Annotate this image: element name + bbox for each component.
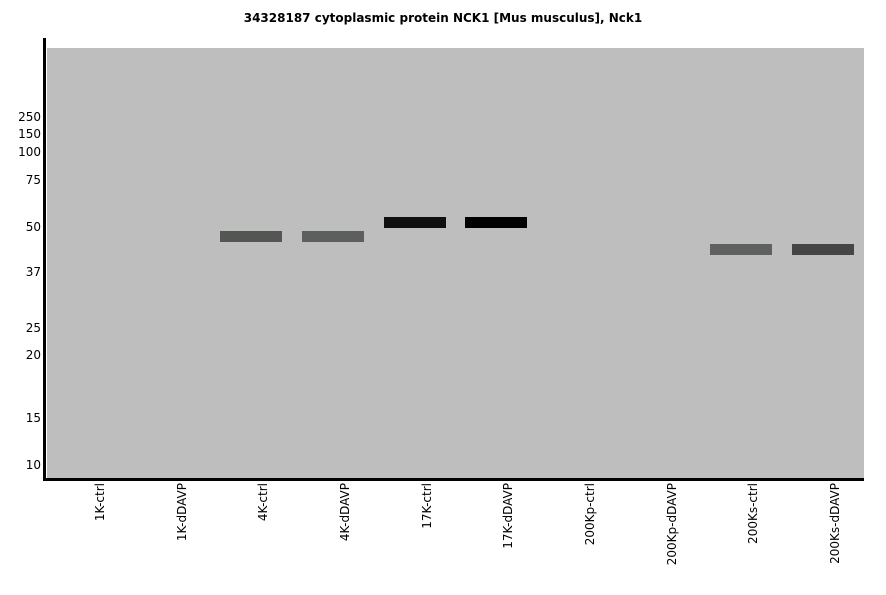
- page-title: 34328187 cytoplasmic protein NCK1 [Mus m…: [243, 11, 643, 25]
- x-axis-lane-label: 200Kp-dDAVP: [664, 483, 679, 566]
- y-axis-tick-label: 75: [25, 173, 41, 187]
- x-axis-lane-label: 1K-dDAVP: [174, 483, 189, 542]
- blot-band: [465, 216, 528, 228]
- y-axis-tick-labels: 250 150 100 75 50 37 25 20 15 10: [0, 0, 41, 595]
- blot-band: [220, 230, 283, 242]
- x-axis-line: [43, 478, 864, 481]
- x-axis-lane-label: 17K-ctrl: [419, 483, 434, 529]
- y-axis-tick-label: 37: [25, 265, 41, 279]
- y-axis-line: [43, 38, 46, 478]
- y-axis-tick-label: 50: [25, 220, 41, 234]
- x-axis-lane-label: 200Ks-ctrl: [746, 483, 761, 544]
- blot-band: [383, 216, 446, 228]
- x-axis-lane-label: 17K-dDAVP: [501, 483, 516, 549]
- y-axis-tick-label: 10: [25, 458, 41, 472]
- y-axis-tick-label: 250: [18, 110, 41, 124]
- blot-band: [792, 244, 855, 256]
- y-axis-tick-label: 100: [18, 145, 41, 159]
- x-axis-lane-label: 200Ks-dDAVP: [828, 483, 843, 564]
- y-axis-tick-label: 25: [25, 321, 41, 335]
- y-axis-tick-label: 20: [25, 348, 41, 362]
- blot-band: [710, 244, 773, 256]
- y-axis-tick-label: 150: [18, 127, 41, 141]
- blot-plot-area: [47, 48, 864, 478]
- x-axis-lane-label: 200Kp-ctrl: [583, 483, 598, 546]
- y-axis-tick-label: 15: [25, 411, 41, 425]
- x-axis-lane-label: 4K-dDAVP: [337, 483, 352, 542]
- x-axis-lane-label: 1K-ctrl: [92, 483, 107, 522]
- blot-band: [301, 230, 364, 242]
- x-axis-lane-label: 4K-ctrl: [256, 483, 271, 522]
